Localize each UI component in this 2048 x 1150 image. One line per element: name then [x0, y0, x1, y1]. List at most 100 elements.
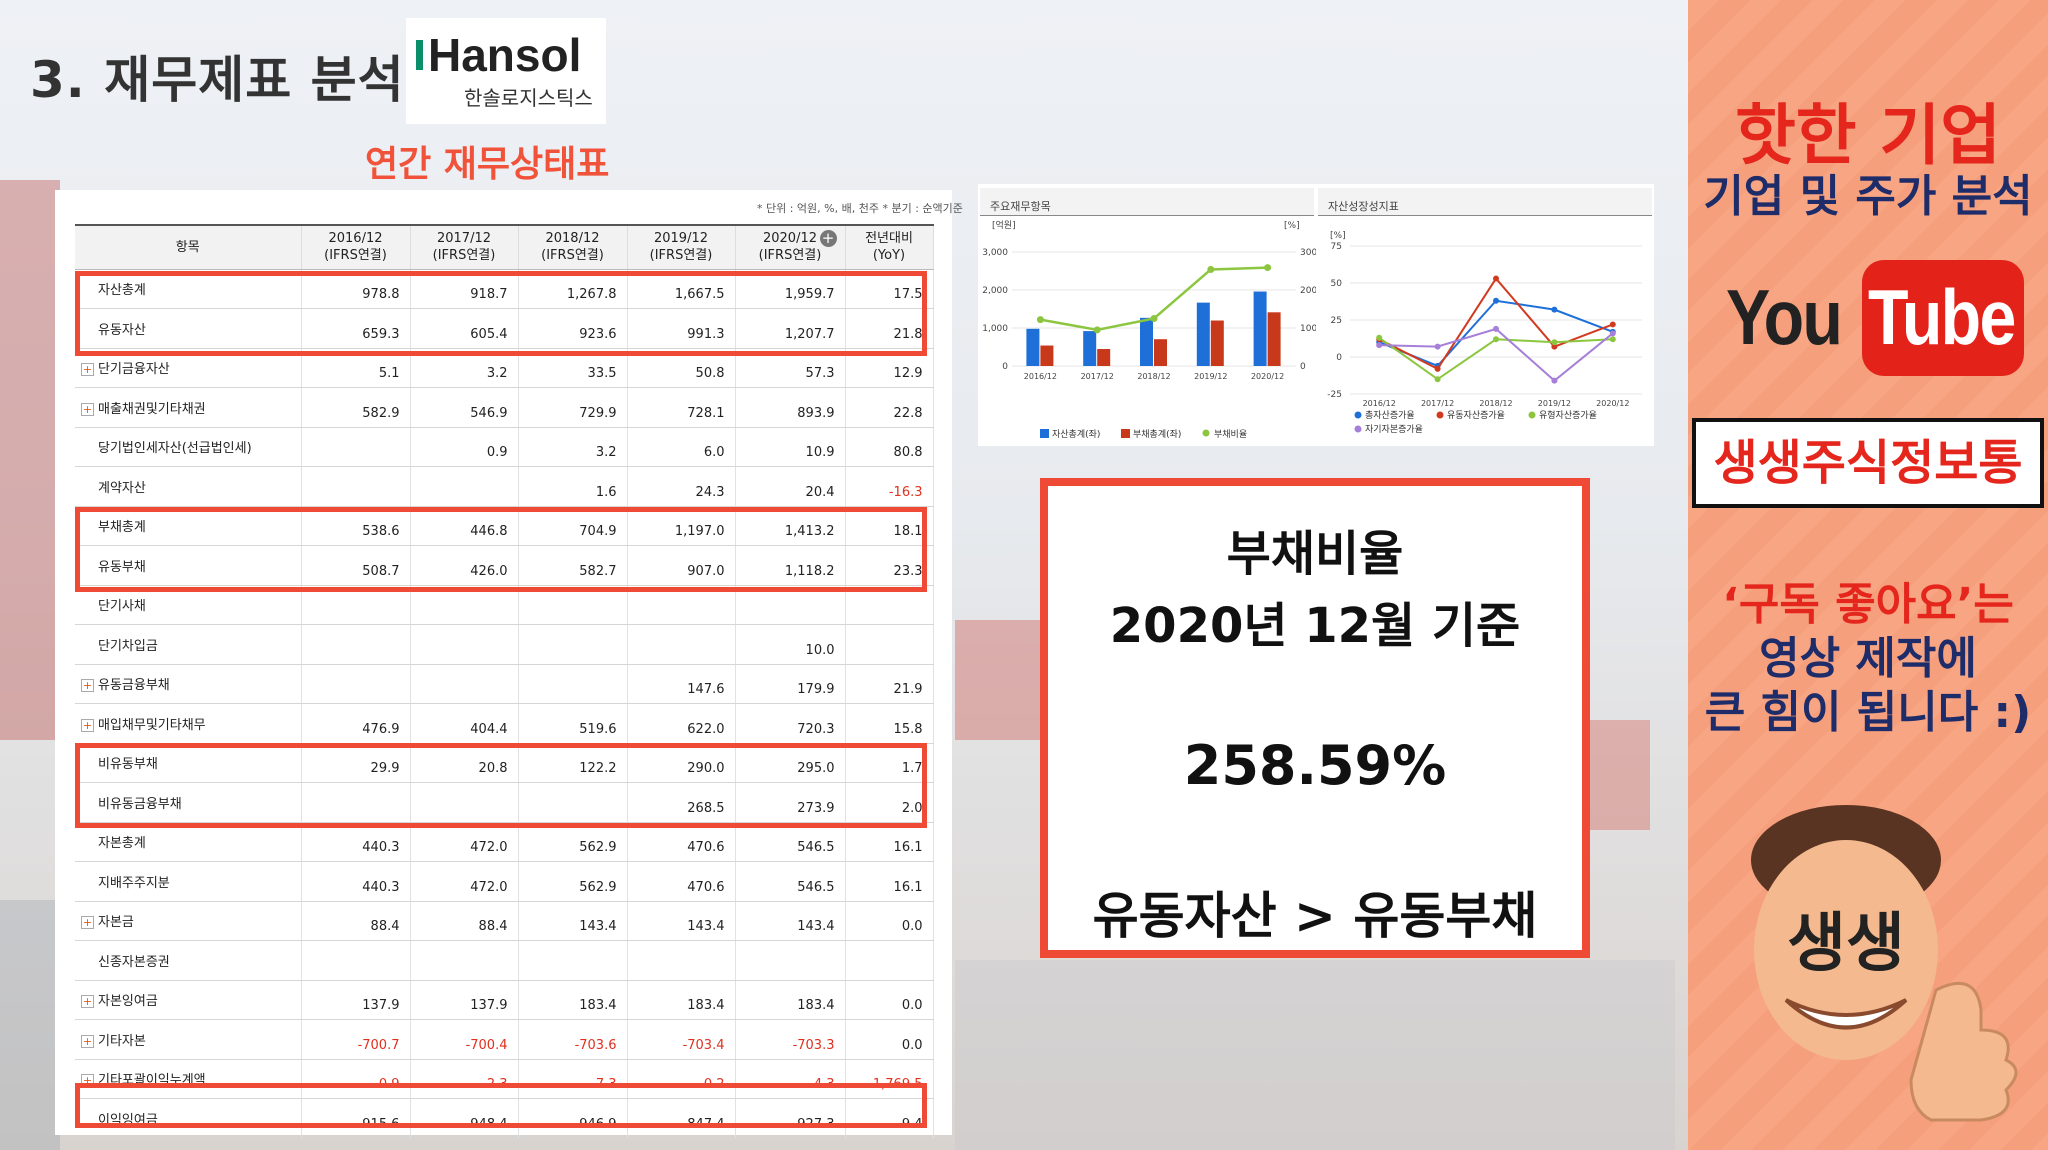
debt-ratio-label: 부채비율 [1226, 526, 1404, 582]
chart2-point [1551, 377, 1558, 384]
table-cell: 273.9 [735, 782, 846, 823]
expand-row-icon[interactable]: + [81, 363, 94, 377]
row-label-text: 단기사채 [98, 599, 146, 615]
table-cell: 137.9 [301, 980, 411, 1020]
table-cell: 562.9 [518, 861, 628, 902]
table-cell: -700.4 [410, 1019, 519, 1060]
table-cell: 1,118.2 [735, 545, 846, 586]
table-cell: 472.0 [410, 861, 519, 902]
table-cell: 18.1 [845, 506, 934, 546]
avatar-thumbs-up: 생생 [1751, 805, 2018, 1122]
chart1-bar [1210, 320, 1224, 366]
table-cell: 440.3 [301, 822, 411, 862]
chart1-x-tick: 2018/12 [1137, 372, 1170, 381]
table-cell: 122.2 [518, 743, 628, 783]
chart2-y-tick: 75 [1331, 242, 1342, 252]
expand-row-icon[interactable]: + [81, 1034, 94, 1048]
add-column-icon[interactable]: + [819, 230, 837, 247]
table-cell [301, 427, 411, 467]
expand-row-icon[interactable]: + [81, 402, 94, 416]
table-cell: 21.9 [845, 664, 934, 704]
chart1-left-unit: [억원] [992, 219, 1016, 231]
table-row[interactable]: + 기타자본 -700.7 -700.4 -703.6 -703.4 -703.3 0.0 [75, 1019, 934, 1060]
table-cell: 20.4 [735, 466, 846, 507]
slide-title: 3. 재무제표 분석 [30, 51, 405, 109]
expand-row-icon[interactable]: + [81, 718, 94, 732]
header-2018: 2018/12 (IFRS연결) [518, 224, 628, 270]
header-item: 항목 [75, 224, 302, 270]
growth-chart: [%]75 50 25 0 -25 2016/12 2017/12 2018/12 2019/1… [1327, 231, 1642, 435]
expand-row-icon[interactable]: + [81, 916, 94, 930]
row-label-text: 유동금융부채 [98, 678, 170, 694]
chart1-bar [1140, 317, 1153, 366]
row-label-text: 계약자산 [98, 480, 146, 496]
financial-items-chart: [억원] [%] 3,000 300 2,000 200 1,000 100 0 0 2016/12… [982, 219, 1316, 440]
table-row[interactable]: + 자본금 88.4 88.4 143.4 143.4 143.4 0.0 [75, 901, 934, 941]
table-cell [410, 782, 519, 823]
table-cell: 546.5 [735, 861, 846, 902]
logo-mark-icon [416, 40, 423, 70]
header-yoy: 전년대비 (YoY) [845, 224, 934, 270]
row-label: + 자본잉여금 [75, 980, 302, 1020]
container-stack-left [0, 180, 60, 740]
table-cell: 404.4 [410, 703, 519, 744]
chart2-legend-marker [1354, 425, 1362, 433]
row-label: 자본총계 [75, 822, 302, 862]
table-cell: 546.9 [410, 387, 519, 428]
table-cell: 10.9 [735, 427, 846, 467]
chart1-legend-label: 부채총계(좌) [1133, 428, 1181, 440]
chart1-bar [1267, 312, 1281, 366]
table-cell [301, 624, 411, 665]
table-cell: 2.0 [845, 782, 934, 823]
table-cell: 290.0 [627, 743, 736, 783]
table-cell: 3.2 [518, 427, 628, 467]
chart2-legend-marker [1354, 411, 1362, 419]
table-row[interactable]: + 매입채무및기타채무 476.9 404.4 519.6 622.0 720.3 15.8 [75, 703, 934, 744]
header-2019: 2019/12 (IFRS연결) [627, 224, 736, 270]
table-cell: 605.4 [410, 308, 519, 349]
table-cell [410, 624, 519, 665]
chart2-point [1434, 365, 1441, 372]
row-label-text: 유동자산 [98, 322, 146, 338]
table-row: 지배주주지분 440.3 472.0 562.9 470.6 546.5 16.1 [75, 861, 934, 902]
table-cell [735, 940, 846, 981]
chart1-legend-marker [1202, 429, 1210, 437]
subscribe-message-3: 큰 힘이 됩니다 :) [1704, 687, 2032, 738]
table-cell: 923.6 [518, 308, 628, 349]
chart1-left-tick: 1,000 [982, 324, 1008, 334]
table-row[interactable]: + 유동금융부채 147.6 179.9 21.9 [75, 664, 934, 704]
table-cell: -4.3 [735, 1059, 846, 1099]
table-cell: 88.4 [410, 901, 519, 941]
table-row[interactable]: + 매출채권및기타채권 582.9 546.9 729.9 728.1 893.9 22.8 [75, 387, 934, 428]
chart1-right-unit: [%] [1284, 221, 1300, 231]
row-label: 부채총계 [75, 506, 302, 546]
table-cell [518, 782, 628, 823]
table-cell: 470.6 [627, 861, 736, 902]
table-cell: 16.1 [845, 861, 934, 902]
debt-ratio-value: 258.59% [1183, 734, 1447, 797]
table-cell [410, 940, 519, 981]
table-cell: 29.9 [301, 743, 411, 783]
row-label: 단기차입금 [75, 624, 302, 665]
table-cell: 519.6 [518, 703, 628, 744]
expand-row-icon[interactable]: + [81, 995, 94, 1009]
table-row[interactable]: + 단기금융자산 5.1 3.2 33.5 50.8 57.3 12.9 [75, 348, 934, 388]
chart2-x-tick: 2019/12 [1538, 399, 1571, 408]
chart2-point [1376, 342, 1383, 349]
expand-row-icon[interactable]: + [81, 679, 94, 693]
table-cell: 295.0 [735, 743, 846, 783]
table-cell [301, 664, 411, 704]
table-row: 신종자본증권 [75, 940, 934, 981]
table-cell [627, 624, 736, 665]
chart1-bar [1154, 339, 1167, 366]
row-label: 비유동금융부채 [75, 782, 302, 823]
chart1-right-tick: 100 [1300, 324, 1316, 334]
table-cell: 470.6 [627, 822, 736, 862]
table-cell: 472.0 [410, 822, 519, 862]
chart2-legend-label: 자기자본증가율 [1365, 424, 1423, 435]
chart2-point [1434, 343, 1441, 350]
table-row[interactable]: + 자본잉여금 137.9 137.9 183.4 183.4 183.4 0.0 [75, 980, 934, 1020]
chart2-legend-marker [1436, 411, 1444, 419]
table-row[interactable]: + 기타포괄이익누계액 -0.9 -2.3 -7.3 -0.2 -4.3 -1,769.5 [75, 1059, 934, 1099]
table-cell: 1.7 [845, 743, 934, 783]
